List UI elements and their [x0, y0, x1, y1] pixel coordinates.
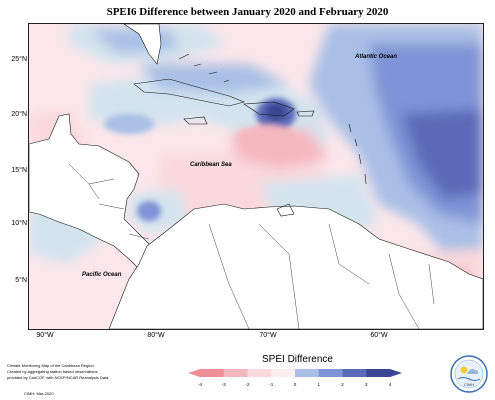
credits-line: Created by aggregating station based obs…: [7, 369, 99, 374]
colorbar-swatch: [247, 369, 272, 377]
colorbar-swatch: [295, 369, 320, 377]
colorbar-tick-label: 1: [317, 382, 320, 387]
colorbar-swatches: [188, 369, 402, 377]
date-stamp: CIMH: Mar-2020: [24, 391, 54, 396]
map-frame: [28, 23, 484, 330]
lon-tick-label: 60°W: [370, 332, 388, 339]
lon-tick-label: 80°W: [147, 332, 165, 339]
cimh-logo: CIMH: [450, 355, 488, 393]
spei-map: [29, 24, 483, 329]
colorbar-swatch: [342, 369, 367, 377]
lat-tick-label: 5°N: [15, 277, 27, 284]
colorbar-tick-label: 3: [365, 382, 368, 387]
legend-title: SPEI Difference: [262, 354, 333, 365]
colorbar-tick-label: -4: [198, 382, 202, 387]
lon-tick-label: 90°W: [36, 332, 54, 339]
lat-tick-label: 10°N: [11, 220, 27, 227]
country-borders: [68, 163, 435, 329]
credits-text: Climate Monitoring Map of the Caribbean …: [7, 363, 152, 381]
label-pacific-ocean: Pacific Ocean: [82, 272, 122, 278]
credits-line: Climate Monitoring Map of the Caribbean …: [7, 363, 95, 368]
lat-tick-label: 15°N: [11, 167, 27, 174]
land-outlines: [29, 24, 483, 329]
colorbar-tick-label: -2: [245, 382, 249, 387]
colorbar-max-arrow: [390, 369, 402, 377]
colorbar-tick-label: 2: [341, 382, 344, 387]
colorbar-swatch: [366, 369, 391, 377]
colorbar: -4 -3 -2 -1 0 1 2 3 4: [188, 369, 402, 387]
lat-tick-label: 20°N: [11, 111, 27, 118]
colorbar-tick-label: -1: [269, 382, 273, 387]
lon-tick-label: 70°W: [259, 332, 277, 339]
colorbar-tick-label: 0: [294, 382, 297, 387]
lat-tick-label: 25°N: [11, 56, 27, 63]
label-caribbean-sea: Caribbean Sea: [190, 162, 232, 168]
colorbar-tick-label: 4: [389, 382, 392, 387]
island-outlines: [133, 53, 367, 217]
colorbar-min-arrow: [188, 369, 200, 377]
colorbar-swatch: [223, 369, 248, 377]
logo-text: CIMH: [464, 382, 474, 387]
colorbar-swatch: [271, 369, 296, 377]
colorbar-swatch: [318, 369, 343, 377]
label-atlantic-ocean: Atlantic Ocean: [355, 54, 398, 60]
colorbar-swatch: [200, 369, 225, 377]
colorbar-ticks: -4 -3 -2 -1 0 1 2 3 4: [198, 382, 392, 387]
map-title: SPEI6 Difference between January 2020 an…: [106, 6, 389, 18]
credits-line: provided by CariCOF, with NCEP/NCAR Rean…: [7, 375, 110, 380]
colorbar-tick-label: -3: [222, 382, 226, 387]
